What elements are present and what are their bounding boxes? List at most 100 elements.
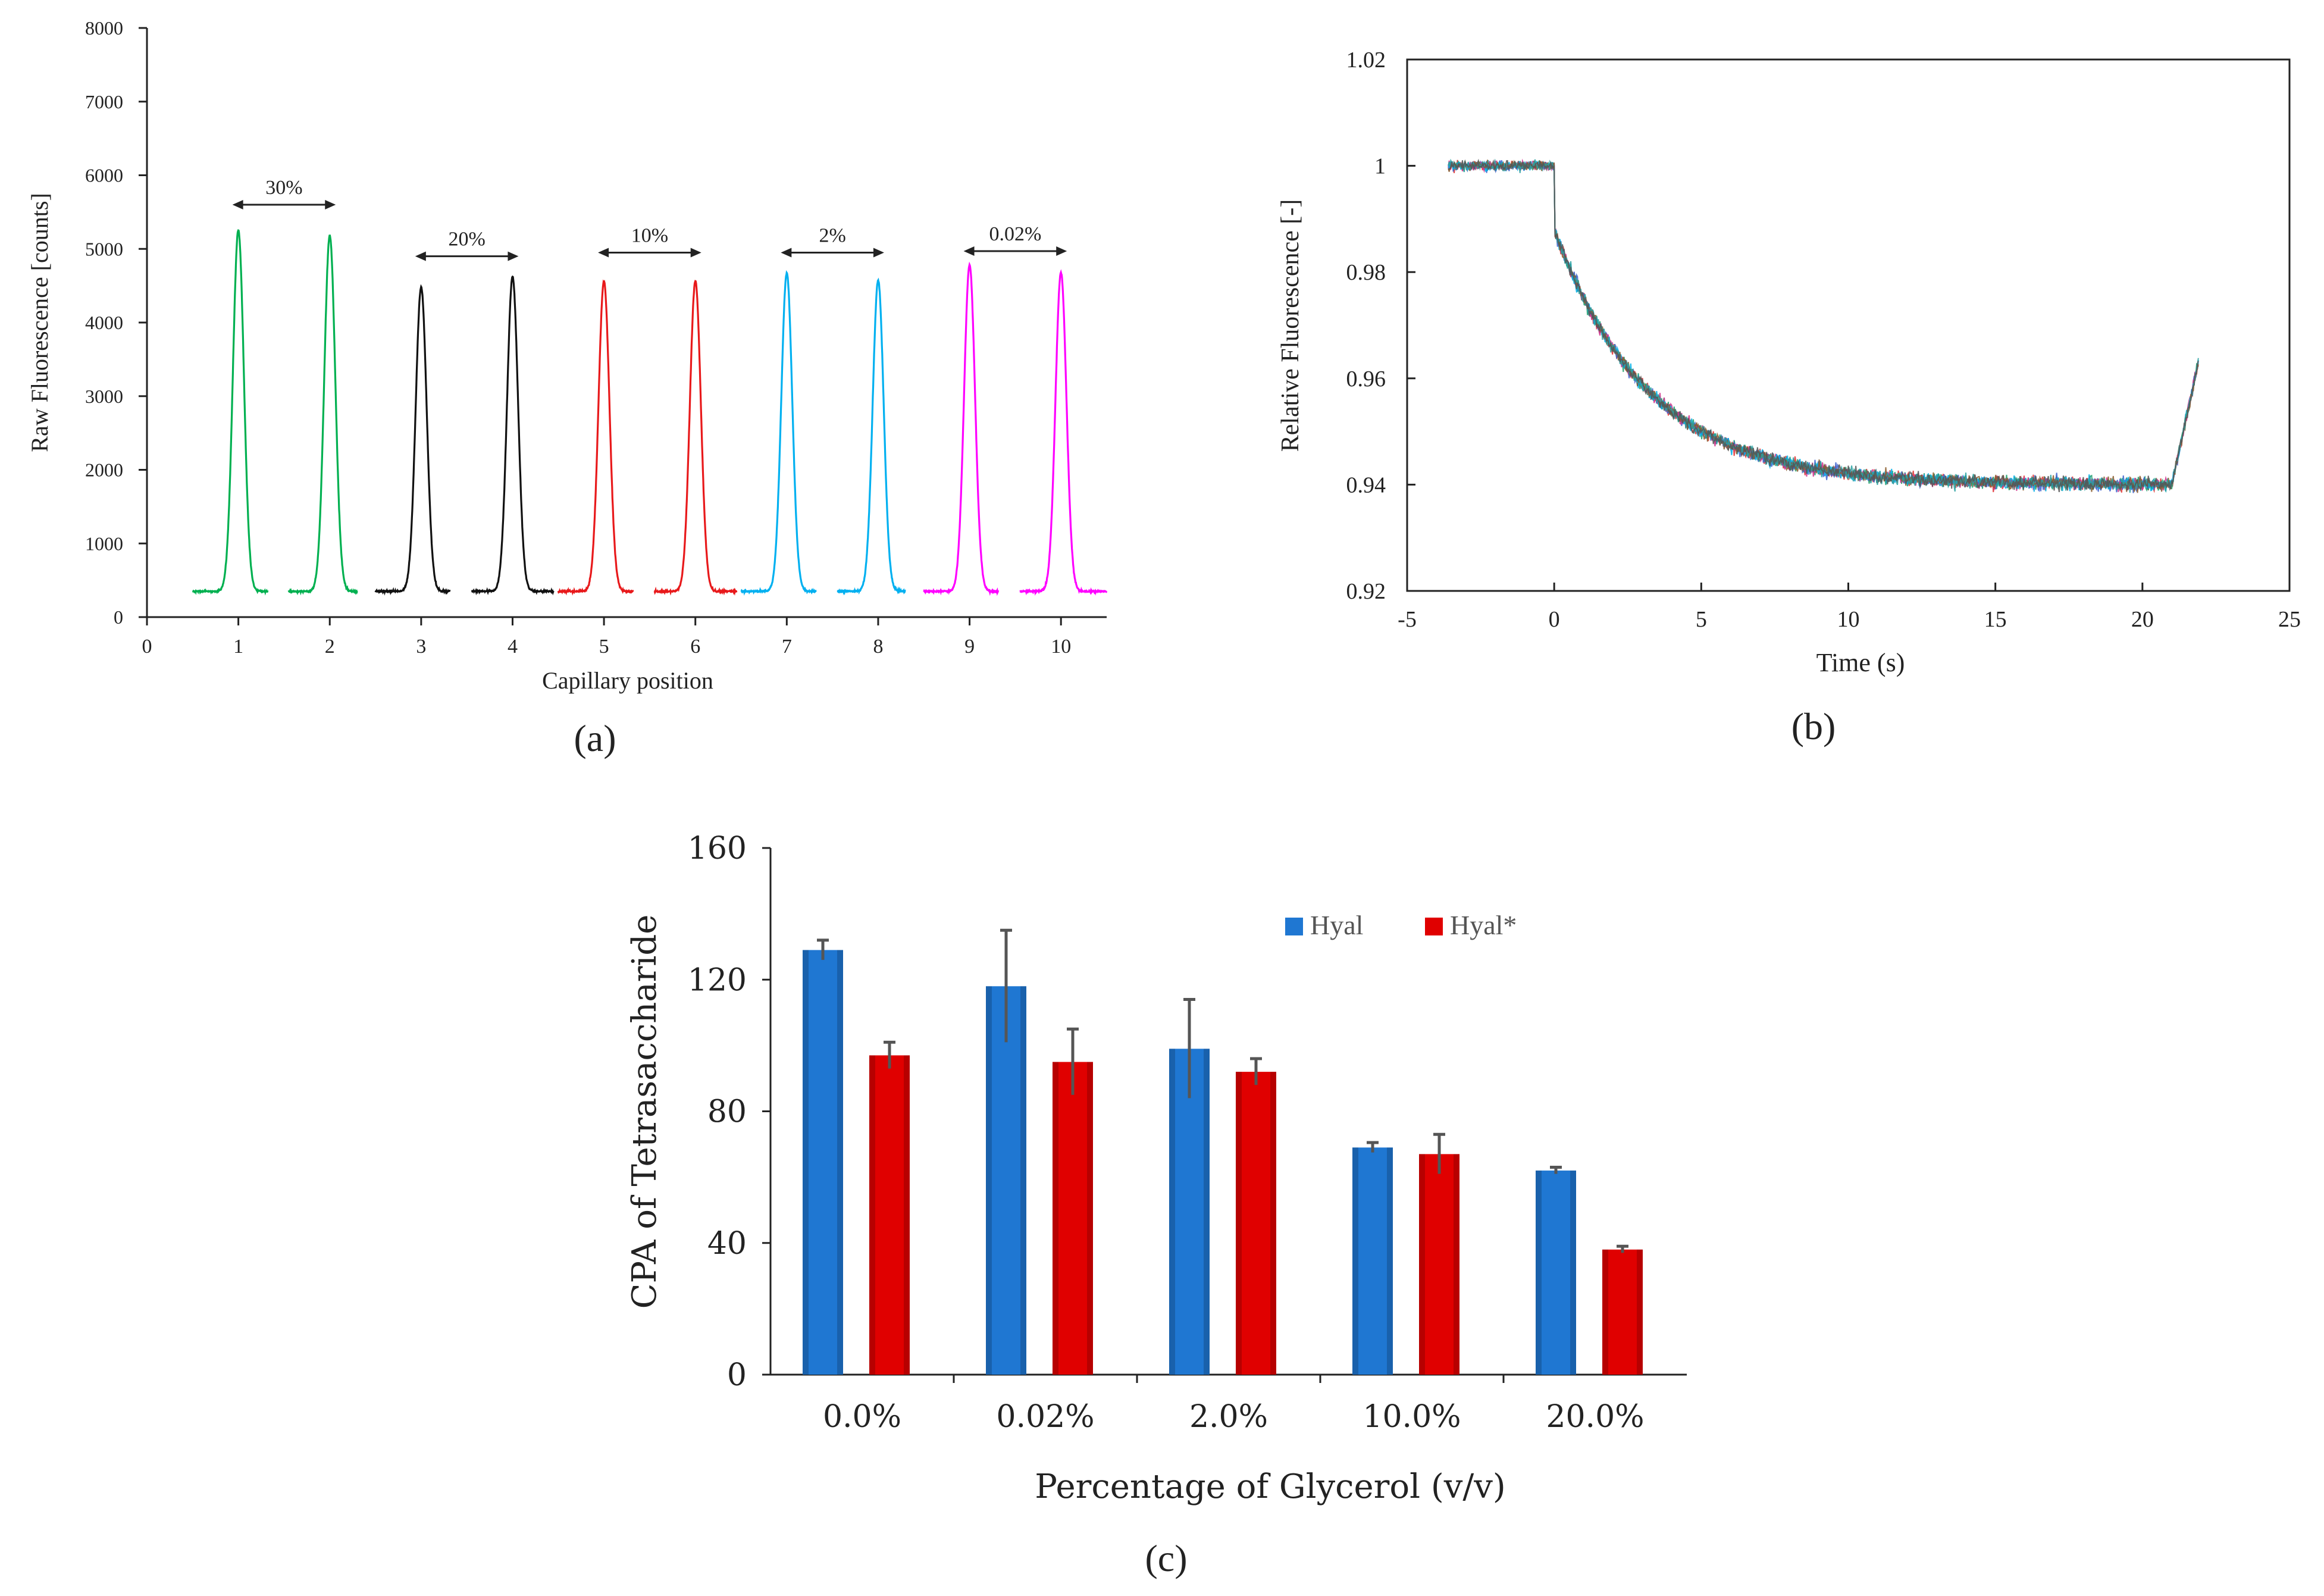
panel-a-peak-line <box>837 277 906 596</box>
panel-b-trace-line <box>1448 160 2199 492</box>
panel-c-bar-shade <box>1602 1249 1608 1375</box>
panel-b-trace-line <box>1448 159 2199 493</box>
panel-a-y-tick-label: 4000 <box>85 312 123 333</box>
panel-b-y-tick-label: 1.02 <box>1346 48 1386 73</box>
panel-c-chart: 0 40 80 120 160 0.0% 0.02% 2.0% 10.0% 20.0% Hyal… <box>625 831 1687 1579</box>
panel-c-y-tick-label: 0 <box>727 1357 747 1393</box>
panel-c-bar-shade <box>1087 1062 1093 1375</box>
panel-b-x-tick-label: 25 <box>2278 607 2301 632</box>
panel-c-x-tick-label: 10.0% <box>1363 1399 1461 1435</box>
panel-c-y-tick-label: 40 <box>707 1226 747 1262</box>
panel-b-x-tick-label: 5 <box>1696 607 1707 632</box>
panel-a-y-tick-label: 1000 <box>85 533 123 554</box>
panel-a-peak-line <box>374 284 451 596</box>
panel-c-x-ticks: 0.0% 0.02% 2.0% 10.0% 20.0% <box>823 1375 1645 1435</box>
panel-c-x-tick-label: 0.0% <box>823 1399 901 1435</box>
panel-a-arrow-head-right <box>1056 246 1067 256</box>
panel-a-arrow-head-right <box>508 251 519 261</box>
panel-c-bar-shade <box>837 950 843 1375</box>
panel-a-arrow-head-right <box>873 248 884 258</box>
panel-c-bar-shade <box>1570 1171 1576 1375</box>
panel-a-x-tick-label: 4 <box>508 636 518 658</box>
panel-a-peak-line <box>557 279 634 596</box>
panel-b-trace-line <box>1448 158 2199 492</box>
panel-c-bar <box>1536 1171 1576 1375</box>
panel-c-bar-shade <box>986 986 992 1375</box>
panel-a-peak-line <box>740 270 817 596</box>
panel-a-chart: 0 1000 2000 3000 4000 5000 6000 7000 8000 0 1 2 3 4 5… <box>26 17 1108 759</box>
panel-b-x-tick-label: 15 <box>1984 607 2007 632</box>
panel-b-y-tick-label: 0.94 <box>1346 472 1386 497</box>
panel-a-y-tick-label: 5000 <box>85 238 123 259</box>
panel-c-legend-swatch <box>1425 918 1443 935</box>
panel-c-bar-shade <box>1419 1154 1425 1375</box>
panel-c-legend-label: Hyal* <box>1450 910 1517 940</box>
panel-b-x-tick-label: 20 <box>2131 607 2154 632</box>
panel-b-y-tick-label: 0.96 <box>1346 367 1386 392</box>
panel-a-x-tick-label: 7 <box>782 636 792 658</box>
panel-c-bar-shade <box>1637 1249 1643 1375</box>
panel-c-bar-shade <box>1020 986 1026 1375</box>
panel-a-y-tick-label: 0 <box>114 606 123 628</box>
panel-a-arrow-head-right <box>325 200 336 209</box>
panel-a-x-axis-label: Capillary position <box>542 667 713 694</box>
panel-a-arrow-head-left <box>781 248 792 258</box>
panel-a-x-tick-label: 1 <box>233 636 243 658</box>
panel-c-bar-shade <box>1454 1154 1459 1375</box>
panel-a-peak-line <box>287 234 358 596</box>
panel-a-arrow-head-left <box>598 248 609 258</box>
panel-c-bar-shade <box>1169 1049 1175 1375</box>
panel-a-range-label: 20% <box>449 229 486 251</box>
panel-a-arrow-head-left <box>415 251 426 261</box>
panel-a-range-label: 10% <box>631 224 668 246</box>
panel-b-plot-frame <box>1406 58 2291 592</box>
panel-a-y-ticks: 0 1000 2000 3000 4000 5000 6000 7000 8000 <box>85 17 147 628</box>
panel-a-x-tick-label: 0 <box>142 636 152 658</box>
panel-b-x-tick-label: -5 <box>1398 607 1417 632</box>
panel-b-x-tick-label: 0 <box>1549 607 1560 632</box>
panel-c-bars <box>803 928 1643 1375</box>
panel-c-bar-shade <box>1204 1049 1210 1375</box>
panel-c-bar <box>986 986 1026 1375</box>
panel-c-x-tick-label: 0.02% <box>996 1399 1094 1435</box>
panel-c-bar <box>1053 1062 1093 1375</box>
panel-c-label: (c) <box>1145 1537 1187 1579</box>
panel-b-y-tick-label: 0.98 <box>1346 260 1386 285</box>
panel-a-x-tick-label: 6 <box>690 636 700 658</box>
panel-c-bar-shade <box>1053 1062 1058 1375</box>
panel-b-y-tick-label: 1 <box>1374 154 1386 179</box>
panel-c-legend: Hyal Hyal* <box>1285 910 1517 940</box>
panel-b-chart: 0.92 0.94 0.96 0.98 1 1.02 -5 0 5 10 15 20 25 Time … <box>1277 48 2301 747</box>
panel-a-x-tick-label: 9 <box>964 636 975 658</box>
panel-c-legend-label: Hyal <box>1310 910 1363 940</box>
panel-b-y-tick-label: 0.92 <box>1346 579 1386 604</box>
panel-a-y-tick-label: 7000 <box>85 91 123 112</box>
panel-a-peak-line <box>653 280 738 596</box>
panel-b-trace-line <box>1448 158 2199 493</box>
panel-c-bar-shade <box>1536 1171 1542 1375</box>
panel-a-y-tick-label: 2000 <box>85 459 123 481</box>
panel-b-y-ticks: 0.92 0.94 0.96 0.98 1 1.02 <box>1346 48 1415 604</box>
panel-a-arrow-head-right <box>690 248 701 258</box>
panel-a-y-tick-label: 6000 <box>85 165 123 186</box>
panel-c-bar <box>1236 1072 1276 1375</box>
panel-c-x-axis-label: Percentage of Glycerol (v/v) <box>1035 1467 1505 1506</box>
panel-c-bar <box>803 950 843 1375</box>
panel-c-x-tick-label: 2.0% <box>1189 1399 1268 1435</box>
panel-b-trace-line <box>1448 159 2199 493</box>
panel-c-bar <box>1419 1154 1459 1375</box>
panel-c-bar-shade <box>1352 1147 1358 1375</box>
panel-b-label: (b) <box>1791 705 1836 747</box>
panel-a-y-axis-label: Raw Fluorescence [counts] <box>26 193 53 452</box>
panel-c-bar-shade <box>1270 1072 1276 1375</box>
panel-a-y-tick-label: 8000 <box>85 17 123 39</box>
panel-c-bar-shade <box>1387 1147 1393 1375</box>
panel-b-x-ticks: -5 0 5 10 15 20 25 <box>1398 583 2301 632</box>
panel-a-annotations: 30% 20% 10% 2% 0.02% <box>232 177 1067 261</box>
panel-a-x-tick-label: 2 <box>325 636 335 658</box>
panel-a-x-ticks: 0 1 2 3 4 5 6 7 8 9 10 <box>142 617 1071 658</box>
panel-c-bar-shade <box>869 1055 875 1375</box>
panel-c-legend-swatch <box>1285 918 1303 935</box>
panel-c-y-tick-label: 120 <box>688 962 747 998</box>
